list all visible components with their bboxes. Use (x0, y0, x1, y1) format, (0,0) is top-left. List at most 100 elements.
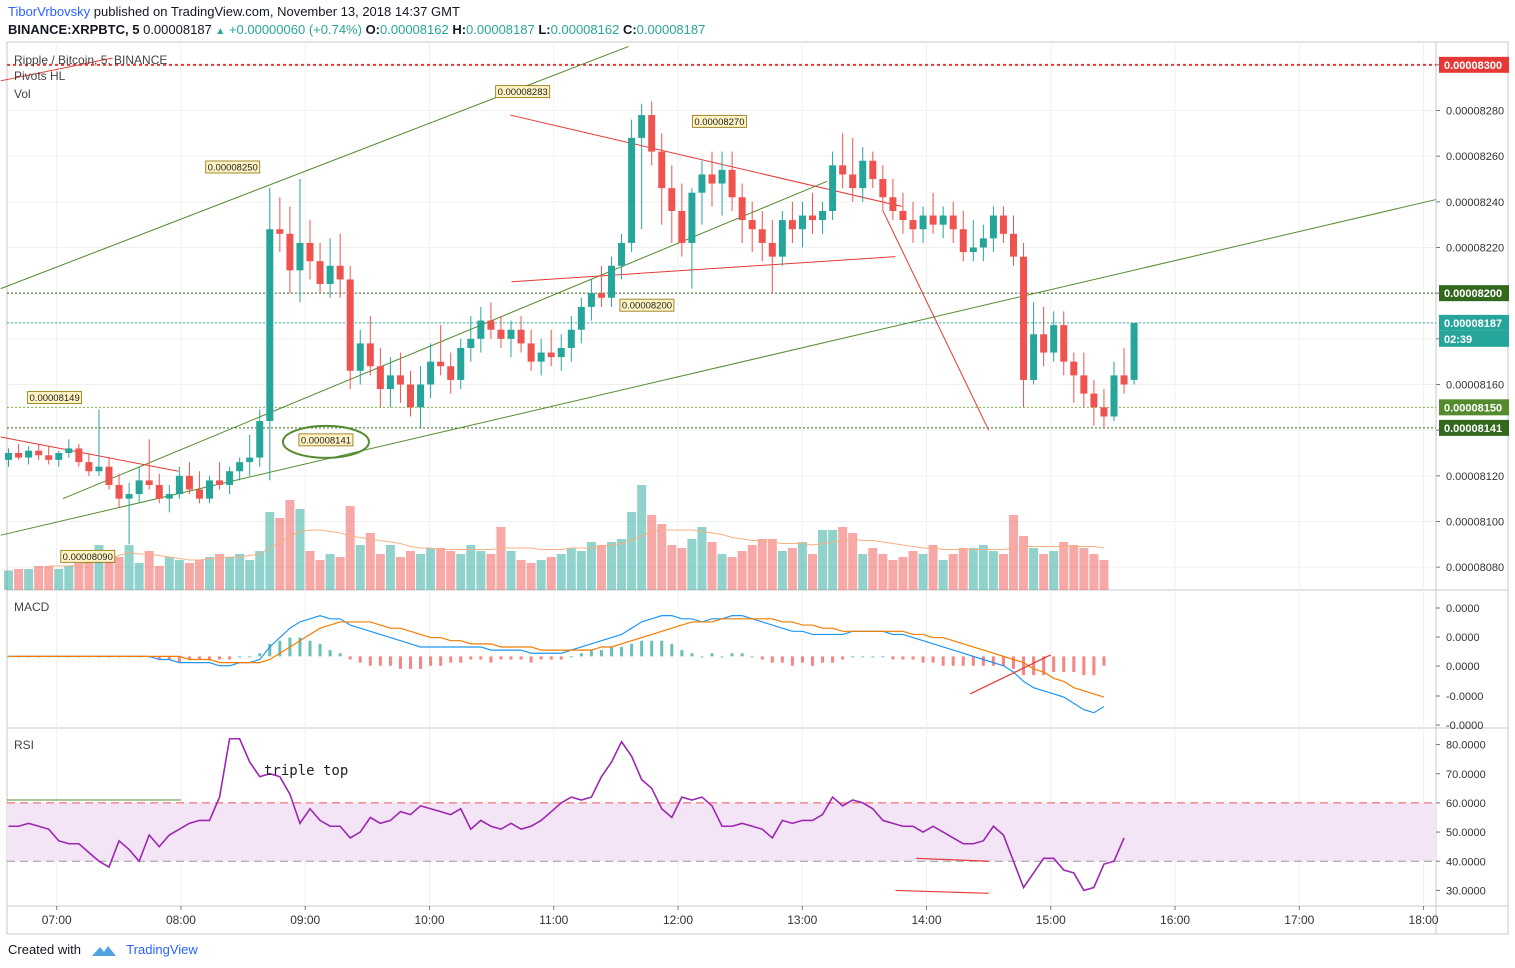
candle-body (1070, 361, 1078, 376)
volume-bar (848, 533, 858, 590)
candle-body (547, 352, 555, 358)
chart-frame (6, 41, 1509, 935)
macd-histogram-bar (640, 640, 644, 657)
candle-body (1100, 407, 1108, 417)
volume-bar (757, 539, 767, 590)
volume-bar (697, 527, 707, 590)
tradingview-link[interactable]: TradingView (126, 942, 198, 957)
volume-bar (365, 533, 375, 590)
macd-histogram-bar (308, 640, 312, 657)
volume-bar (637, 485, 647, 590)
volume-bar (586, 542, 596, 590)
macd-histogram-bar (258, 653, 262, 657)
macd-histogram-bar (509, 656, 513, 660)
candle-body (969, 247, 977, 253)
macd-histogram-bar (218, 656, 222, 660)
candle-body (1060, 325, 1068, 362)
candle-body (869, 160, 877, 179)
rsi-line (8, 737, 1125, 892)
macd-histogram-bar (680, 650, 684, 657)
candle-body (949, 215, 957, 230)
y-tick-label: 0.00008160 (1446, 380, 1504, 392)
x-tick-label: 18:00 (1409, 913, 1439, 927)
macd-histogram-bar (248, 656, 252, 658)
candle-body (618, 242, 626, 266)
macd-histogram-bar (700, 656, 704, 658)
pivot-label-box (60, 549, 116, 563)
macd-histogram-bar (549, 656, 553, 660)
candle-body (376, 366, 384, 390)
macd-histogram-bar (981, 656, 985, 666)
volume-bar (184, 563, 194, 590)
macd-histogram-bar (620, 646, 624, 657)
macd-histogram-bar (228, 656, 232, 660)
candle-body (467, 338, 475, 348)
pivot-label-box (692, 114, 747, 128)
y-tick-label: 0.00008220 (1446, 243, 1504, 255)
candle-body (175, 475, 183, 495)
trend-line-green (62, 180, 828, 500)
price-tag (1439, 419, 1509, 436)
trend-line-red (510, 114, 902, 207)
candle-body (567, 329, 575, 348)
volume-bar (14, 569, 24, 590)
macd-histogram-bar (338, 653, 342, 657)
macd-histogram-bar (901, 656, 905, 660)
volume-bar (416, 554, 426, 590)
footer: Created with TradingView (8, 942, 198, 958)
candle-body (708, 174, 716, 184)
symbol-label: BINANCE:XRPBTC, 5 (8, 22, 140, 37)
volume-bar (1029, 548, 1039, 590)
macd-histogram-bar (1042, 656, 1046, 676)
y-tick-label: 0.00008240 (1446, 197, 1504, 209)
volume-bar (265, 512, 275, 590)
candle-body (216, 480, 224, 485)
publish-line: TiborVrbovsky published on TradingView.c… (8, 4, 460, 19)
macd-histogram-bar (881, 656, 885, 658)
candle-body (668, 188, 676, 211)
volume-bar (1099, 560, 1109, 590)
candle-body (1110, 375, 1118, 417)
x-tick-label: 08:00 (166, 913, 196, 927)
volume-bar (777, 551, 787, 590)
volume-bar (948, 554, 958, 590)
pivot-label: 0.00008250 (208, 163, 258, 174)
volume-bar (536, 560, 546, 590)
candle-body (819, 210, 827, 221)
candle-body (718, 169, 726, 184)
macd-title: MACD (14, 600, 50, 614)
candle-body (879, 179, 887, 198)
candle-body (286, 233, 294, 271)
macd-histogram-bar (449, 656, 453, 663)
macd-histogram-bar (1092, 656, 1096, 676)
open-label: O: (365, 22, 381, 37)
high-label: H: (452, 22, 467, 37)
macd-histogram-bar (660, 640, 664, 657)
volume-bar (717, 554, 727, 590)
volume-bar (476, 551, 486, 590)
x-tick-label: 17:00 (1284, 913, 1314, 927)
macd-histogram-bar (1082, 656, 1086, 676)
macd-histogram-bar (780, 656, 784, 663)
candle-body (849, 174, 857, 189)
candle-body (839, 165, 847, 175)
macd-histogram-bar (821, 656, 825, 663)
macd-histogram-bar (991, 656, 995, 666)
author-link[interactable]: TiborVrbovsky (8, 4, 91, 19)
macd-histogram-bar (811, 656, 814, 666)
candle-body (45, 455, 53, 460)
volume-bar (235, 554, 245, 590)
macd-histogram-bar (519, 656, 523, 660)
macd-histogram-bar (409, 656, 412, 669)
macd-histogram-bar (238, 656, 242, 658)
volume-bar (104, 554, 114, 590)
price-tag-label: 02:39 (1444, 334, 1472, 346)
price-tag (1439, 56, 1509, 73)
x-tick-label: 12:00 (663, 913, 693, 927)
indicator-label: Vol (14, 87, 31, 101)
macd-histogram-bar (931, 656, 935, 663)
macd-histogram-bar (358, 656, 362, 663)
candle-body (95, 466, 103, 472)
macd-histogram-bar (1001, 656, 1005, 666)
